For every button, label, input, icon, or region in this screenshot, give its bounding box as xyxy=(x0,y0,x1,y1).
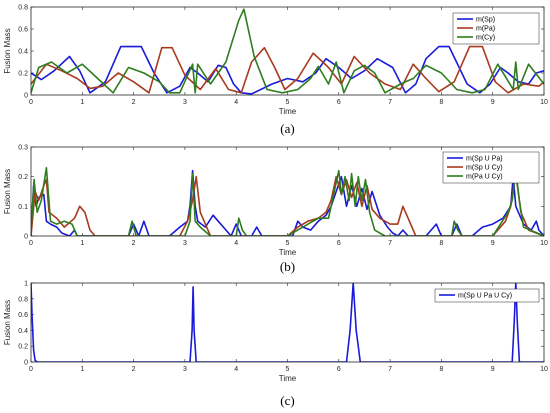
x-tick-label: 3 xyxy=(183,366,187,373)
x-tick-label: 0 xyxy=(29,366,33,373)
series-group xyxy=(31,167,544,236)
x-tick-label: 8 xyxy=(439,99,443,106)
y-tick-label: 0.3 xyxy=(18,145,28,152)
legend-entry: m(Pa U Cy) xyxy=(466,174,503,181)
x-tick-label: 10 xyxy=(540,366,548,373)
x-tick-label: 5 xyxy=(286,99,290,106)
x-tick-label: 9 xyxy=(491,366,495,373)
legend-entry: m(Sp U Pa U Cy) xyxy=(458,293,512,300)
panel-caption: (b) xyxy=(280,259,295,274)
y-tick-label: 0.2 xyxy=(18,174,28,181)
x-axis-label: Time xyxy=(279,248,297,257)
x-tick-label: 7 xyxy=(388,366,392,373)
x-tick-label: 6 xyxy=(337,99,341,106)
y-tick-label: 0 xyxy=(24,93,28,100)
x-tick-label: 6 xyxy=(337,366,341,373)
y-tick-label: 0.8 xyxy=(18,296,28,303)
legend-entry: m(Cy) xyxy=(476,35,495,42)
legend: m(Sp) m(Pa) m(Cy) xyxy=(452,12,540,45)
x-tick-label: 0 xyxy=(29,240,33,247)
x-tick-label: 2 xyxy=(132,366,136,373)
y-tick-label: 0.2 xyxy=(18,344,28,351)
x-tick-label: 1 xyxy=(80,366,84,373)
y-tick-label: 0.2 xyxy=(18,71,28,78)
x-tick-label: 5 xyxy=(286,240,290,247)
series-line xyxy=(31,167,544,236)
x-tick-label: 6 xyxy=(337,240,341,247)
series-line xyxy=(31,45,544,94)
chart-panel-a: 0 1 2 3 4 5 6 7 8 9 10 0 0.2 0.4 0.6 0.8 Time Fusion Mass… xyxy=(3,5,548,137)
panel-caption: (a) xyxy=(280,121,294,136)
series-group xyxy=(31,8,544,95)
x-tick-label: 0 xyxy=(29,99,33,106)
panel-caption: (c) xyxy=(280,393,294,408)
x-tick-label: 4 xyxy=(234,366,238,373)
y-tick-label: 1 xyxy=(24,281,28,288)
x-tick-label: 5 xyxy=(286,366,290,373)
x-tick-label: 1 xyxy=(80,240,84,247)
y-tick-label: 0.4 xyxy=(18,49,28,56)
plot-frame xyxy=(30,282,545,363)
chart-panel-b: 0 1 2 3 4 5 6 7 8 9 10 0 0.1 0.2 0.3 Time Fusion Mass m(S… xyxy=(3,145,548,275)
x-tick-label: 10 xyxy=(540,240,548,247)
x-tick-label: 4 xyxy=(234,99,238,106)
x-tick-label: 8 xyxy=(439,240,443,247)
y-axis-label: Fusion Mass xyxy=(3,300,12,345)
chart-panel-c: 0 1 2 3 4 5 6 7 8 9 10 0 0.2 0.4 0.6 0.8 1 Time Fusion Mas… xyxy=(3,281,548,409)
x-tick-label: 9 xyxy=(491,99,495,106)
plot-frame xyxy=(30,6,545,96)
y-tick-label: 0.6 xyxy=(18,312,28,319)
y-axis-label: Fusion Mass xyxy=(3,28,12,73)
x-tick-label: 4 xyxy=(234,240,238,247)
x-axis-label: Time xyxy=(279,107,297,116)
x-tick-label: 10 xyxy=(540,99,548,106)
x-tick-label: 2 xyxy=(132,240,136,247)
y-tick-label: 0.1 xyxy=(18,204,28,211)
legend: m(Sp U Pa U Cy) xyxy=(434,288,540,303)
legend-entry: m(Pa) xyxy=(476,26,495,33)
plot-frame xyxy=(30,146,545,237)
axes: 0 1 2 3 4 5 6 7 8 9 10 0 0.1 0.2 0.3 xyxy=(18,145,548,248)
y-tick-label: 0 xyxy=(24,360,28,367)
x-tick-label: 1 xyxy=(80,99,84,106)
y-tick-label: 0.4 xyxy=(18,328,28,335)
x-tick-label: 8 xyxy=(439,366,443,373)
legend-entry: m(Sp U Pa) xyxy=(466,156,503,163)
legend-entry: m(Sp U Cy) xyxy=(466,165,503,172)
y-tick-label: 0.8 xyxy=(18,5,28,12)
legend-entry: m(Sp) xyxy=(476,17,495,24)
x-tick-label: 2 xyxy=(132,99,136,106)
y-tick-label: 0 xyxy=(24,234,28,241)
y-axis-label: Fusion Mass xyxy=(3,169,12,214)
x-tick-label: 7 xyxy=(388,99,392,106)
x-axis-label: Time xyxy=(279,374,297,383)
x-tick-label: 3 xyxy=(183,240,187,247)
x-tick-label: 7 xyxy=(388,240,392,247)
x-tick-label: 9 xyxy=(491,240,495,247)
legend: m(Sp U Pa) m(Sp U Cy) m(Pa U Cy) xyxy=(442,151,540,184)
x-tick-label: 3 xyxy=(183,99,187,106)
series-line xyxy=(31,8,544,94)
y-tick-label: 0.6 xyxy=(18,27,28,34)
